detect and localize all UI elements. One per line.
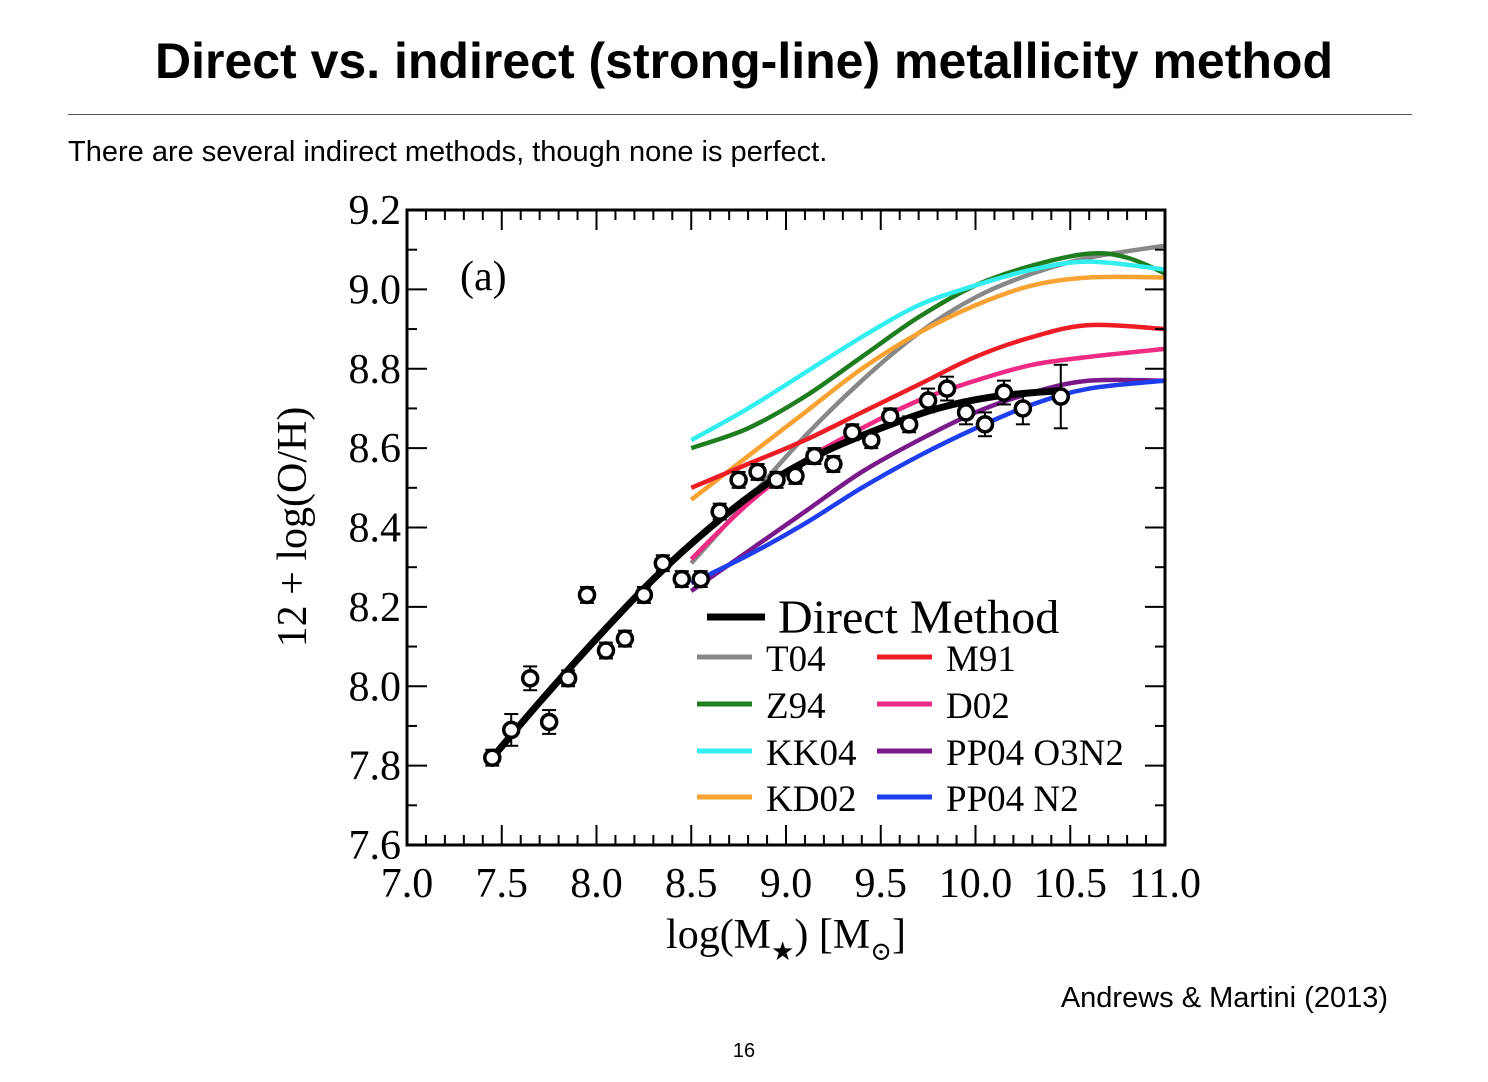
data-point (691, 569, 710, 589)
legend-label-z94: Z94 (766, 686, 826, 727)
title-divider (68, 114, 1412, 115)
chart-axes: 7.0 7.5 8.0 8.5 9.0 9.5 10.0 10.5 11.0 7.6 7.8 8.0 8… (349, 188, 1201, 907)
legend-label-kk04: KK04 (766, 733, 856, 774)
series-line-d02 (689, 346, 1166, 561)
y-tick-label: 8.8 (349, 347, 402, 393)
data-point (975, 415, 995, 434)
data-point (880, 407, 900, 426)
x-axis-label-mid: ) [M (794, 912, 870, 958)
data-point (596, 641, 616, 660)
x-axis-label-start: log(M (666, 912, 771, 958)
y-tick-label: 9.0 (349, 267, 402, 313)
data-point (767, 470, 786, 490)
series-line-m91 (690, 322, 1166, 490)
x-axis-label-sun: ⊙ (870, 937, 892, 966)
legend-label-pp04-n2: PP04 N2 (946, 779, 1079, 820)
x-axis-label-end: ] (892, 912, 906, 958)
slide-title: Direct vs. indirect (strong-line) metall… (154, 33, 1333, 89)
legend-label-d02: D02 (946, 686, 1010, 727)
data-point (577, 585, 597, 605)
legend-label-m91: M91 (946, 639, 1016, 680)
x-axis-label: log(M★) [M⊙] (666, 912, 906, 966)
data-point (994, 383, 1014, 402)
slide-subtitle: There are several indirect methods, thou… (68, 136, 828, 168)
x-tick-label: 7.5 (476, 861, 529, 907)
x-tick-label: 8.0 (570, 861, 623, 907)
x-tick-label: 10.0 (939, 861, 1013, 907)
data-point (824, 454, 843, 474)
series-line-z94 (690, 251, 1166, 451)
x-tick-label: 8.5 (665, 861, 718, 907)
citation: Andrews & Martini (2013) (1060, 982, 1388, 1014)
data-point (520, 669, 540, 688)
data-point (1051, 387, 1071, 406)
data-point (862, 430, 881, 450)
x-axis-label-star: ★ (771, 937, 794, 966)
x-tick-label: 9.5 (855, 861, 908, 907)
plot-frame (405, 208, 1167, 847)
series-line-kk04 (690, 259, 1166, 443)
data-point (729, 470, 748, 490)
series-line-pp04-o3n2 (689, 377, 1166, 593)
data-point (653, 553, 673, 573)
x-tick-label: 9.0 (760, 861, 813, 907)
data-point (805, 446, 824, 466)
x-tick-label: 11.0 (1129, 861, 1201, 907)
data-point (843, 423, 862, 442)
data-point (634, 585, 654, 605)
data-point (899, 415, 919, 434)
data-point (483, 748, 502, 767)
y-tick-label: 8.0 (349, 664, 402, 710)
data-point (1013, 399, 1033, 418)
data-point (558, 669, 578, 688)
series-line-direct-method (489, 387, 1062, 760)
legend-label-kd02: KD02 (766, 779, 856, 820)
page-number: 16 (732, 1040, 756, 1062)
panel-label: (a) (460, 254, 507, 300)
y-tick-label: 7.8 (349, 744, 402, 790)
data-point (748, 462, 767, 482)
series-line-pp04-n2 (690, 378, 1166, 586)
series-line-kd02 (689, 274, 1166, 502)
legend-label-t04: T04 (766, 639, 826, 680)
x-tick-label: 10.5 (1034, 861, 1108, 907)
y-tick-label: 7.6 (349, 823, 402, 869)
y-tick-label: 9.2 (349, 188, 402, 234)
y-tick-label: 8.2 (349, 585, 402, 631)
data-point (672, 569, 692, 589)
data-point (956, 403, 976, 422)
data-point (786, 466, 805, 486)
data-point (615, 629, 635, 648)
y-tick-label: 8.4 (349, 506, 402, 552)
data-point (501, 720, 521, 740)
legend-label-pp04-o3n2: PP04 O3N2 (946, 733, 1124, 774)
y-axis-label: 12 + log(O/H) (270, 407, 316, 648)
chart-curves (489, 243, 1166, 760)
data-point (710, 502, 729, 521)
chart-data-points (483, 363, 1071, 767)
y-tick-label: 8.6 (349, 426, 402, 472)
x-tick-label: 7.0 (381, 861, 434, 907)
data-point (937, 379, 957, 398)
data-point (918, 391, 938, 410)
legend-label-direct-method: Direct Method (778, 591, 1059, 644)
data-point (539, 712, 559, 732)
